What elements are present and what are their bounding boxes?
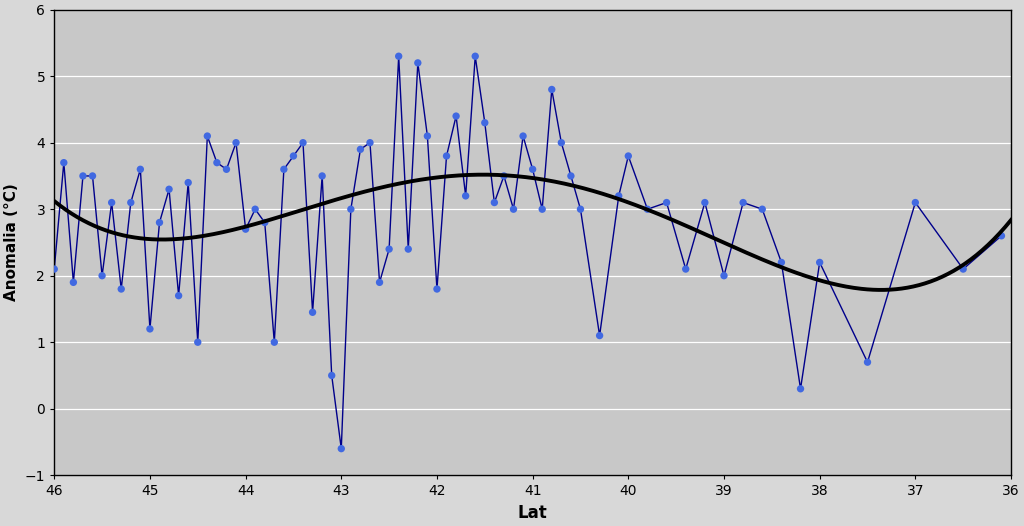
Point [438,152,455,160]
Point [658,198,675,207]
Point [180,178,197,187]
Point [447,112,464,120]
Point [286,152,302,160]
Point [324,371,340,380]
Point [113,285,129,293]
Point [515,132,531,140]
Point [170,291,186,300]
Point [735,198,752,207]
Point [372,278,388,287]
Point [400,245,417,254]
Point [228,138,245,147]
Point [993,231,1010,240]
Point [218,165,234,174]
Point [152,218,168,227]
Point [352,145,369,154]
Point [103,198,120,207]
Point [486,198,503,207]
Point [773,258,790,267]
Point [458,191,474,200]
Point [75,171,91,180]
Point [390,52,407,60]
Point [381,245,397,254]
Point [563,171,580,180]
Point [534,205,550,214]
Point [314,171,331,180]
Point [476,118,493,127]
Point [94,271,111,280]
Point [361,138,378,147]
Point [161,185,177,194]
Point [343,205,359,214]
Point [544,85,560,94]
Point [304,308,321,317]
Point [639,205,655,214]
Point [238,225,254,234]
Y-axis label: Anomalia (°C): Anomalia (°C) [4,184,19,301]
X-axis label: Lat: Lat [518,504,548,522]
Point [678,265,694,274]
Point [793,385,809,393]
Point [429,285,445,293]
Point [716,271,732,280]
Point [754,205,770,214]
Point [621,152,637,160]
Point [811,258,827,267]
Point [553,138,569,147]
Point [247,205,263,214]
Point [66,278,82,287]
Point [55,158,72,167]
Point [496,171,512,180]
Point [505,205,521,214]
Point [123,198,139,207]
Point [257,218,273,227]
Point [419,132,435,140]
Point [141,325,158,333]
Point [907,198,924,207]
Point [610,191,627,200]
Point [524,165,541,174]
Point [467,52,483,60]
Point [84,171,100,180]
Point [189,338,206,347]
Point [333,444,349,453]
Point [295,138,311,147]
Point [410,59,426,67]
Point [572,205,589,214]
Point [955,265,972,274]
Point [132,165,148,174]
Point [696,198,713,207]
Point [209,158,225,167]
Point [266,338,283,347]
Point [592,331,608,340]
Point [46,265,62,274]
Point [859,358,876,367]
Point [275,165,292,174]
Point [199,132,215,140]
